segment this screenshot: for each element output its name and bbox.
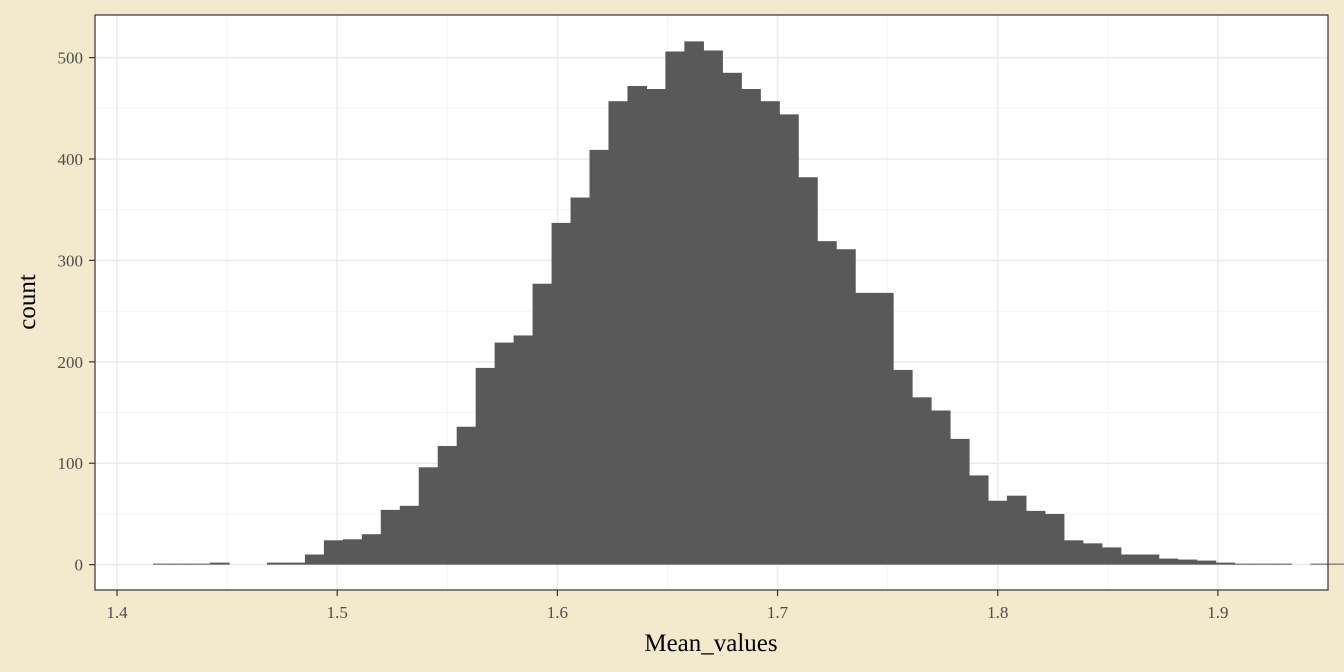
- histogram-bar: [646, 89, 666, 565]
- x-tick-label: 1.5: [327, 603, 348, 622]
- histogram-bar: [418, 467, 439, 565]
- histogram-bar: [532, 283, 553, 565]
- histogram-bar: [627, 85, 648, 565]
- histogram-bar: [665, 51, 685, 565]
- histogram-bar: [760, 101, 780, 565]
- y-tick-label: 500: [58, 49, 84, 68]
- y-tick-label: 0: [75, 556, 84, 575]
- x-tick-label: 1.8: [987, 603, 1008, 622]
- histogram-bar: [836, 249, 856, 565]
- histogram-bar: [1139, 554, 1160, 565]
- histogram-bar: [153, 563, 173, 565]
- histogram-bar: [456, 426, 477, 565]
- histogram-bar: [1177, 559, 1198, 565]
- histogram-bar: [798, 177, 818, 565]
- histogram-bar: [475, 367, 496, 565]
- histogram-bar: [779, 114, 799, 565]
- histogram-bar: [1253, 563, 1274, 565]
- histogram-bar: [323, 540, 344, 565]
- histogram-bar: [304, 554, 325, 565]
- histogram-bar: [912, 397, 932, 565]
- histogram-bar: [817, 241, 837, 565]
- x-axis: 1.4 1.5 1.6 1.7 1.8 1.9: [106, 590, 1229, 622]
- histogram-bar: [399, 505, 420, 565]
- histogram-bar: [1329, 563, 1344, 565]
- histogram-bar: [437, 445, 458, 565]
- histogram-bar: [684, 41, 704, 565]
- histogram-bar: [1234, 563, 1255, 565]
- x-tick-label: 1.4: [106, 603, 128, 622]
- histogram-bar: [1272, 563, 1293, 565]
- histogram-bar: [1101, 547, 1122, 565]
- y-tick-label: 200: [58, 353, 84, 372]
- x-axis-title: Mean_values: [644, 630, 777, 657]
- histogram-bar: [494, 342, 515, 565]
- histogram-bar: [931, 410, 951, 565]
- histogram-bar: [1120, 554, 1141, 565]
- histogram-bar: [1025, 510, 1046, 565]
- panel-border: [94, 14, 1329, 591]
- histogram-bar: [285, 562, 306, 565]
- y-tick-label: 100: [58, 454, 84, 473]
- histogram-bar: [741, 89, 761, 565]
- histogram-bar: [987, 500, 1008, 565]
- histogram-bar: [1006, 495, 1027, 565]
- histogram-bar: [342, 539, 363, 565]
- histogram-bar: [855, 292, 875, 565]
- histogram-bar: [210, 562, 230, 565]
- histogram-bar: [703, 50, 723, 565]
- histogram-bar: [551, 222, 572, 565]
- histogram-bar: [513, 335, 534, 565]
- histogram-bar: [1158, 558, 1179, 565]
- histogram-bar: [266, 562, 287, 565]
- histogram-bar: [191, 563, 211, 565]
- histogram-bar: [1196, 560, 1217, 565]
- histogram-bar: [1215, 562, 1236, 565]
- y-tick-label: 300: [58, 251, 84, 270]
- histogram-bar: [570, 197, 591, 565]
- histogram-bar: [949, 438, 970, 565]
- x-tick-label: 1.9: [1207, 603, 1228, 622]
- histogram-bar: [172, 563, 192, 565]
- histogram-bars: [153, 41, 1344, 565]
- histogram-bar: [1310, 563, 1331, 565]
- histogram-bar: [1044, 513, 1065, 565]
- histogram-bar: [380, 509, 401, 565]
- y-axis-title: count: [14, 274, 41, 330]
- histogram-bar: [893, 369, 913, 565]
- histogram-bar: [874, 292, 894, 565]
- histogram-bar: [968, 475, 989, 565]
- histogram-bar: [722, 72, 742, 565]
- x-tick-label: 1.6: [547, 603, 568, 622]
- y-axis: 0 100 200 300 400 500: [58, 49, 95, 575]
- y-tick-label: 400: [58, 150, 84, 169]
- x-tick-label: 1.7: [767, 603, 789, 622]
- histogram-bar: [608, 101, 629, 565]
- histogram-bar: [1082, 543, 1103, 565]
- histogram-bar: [361, 534, 382, 565]
- histogram-bar: [1063, 540, 1084, 565]
- histogram-bar: [589, 149, 610, 565]
